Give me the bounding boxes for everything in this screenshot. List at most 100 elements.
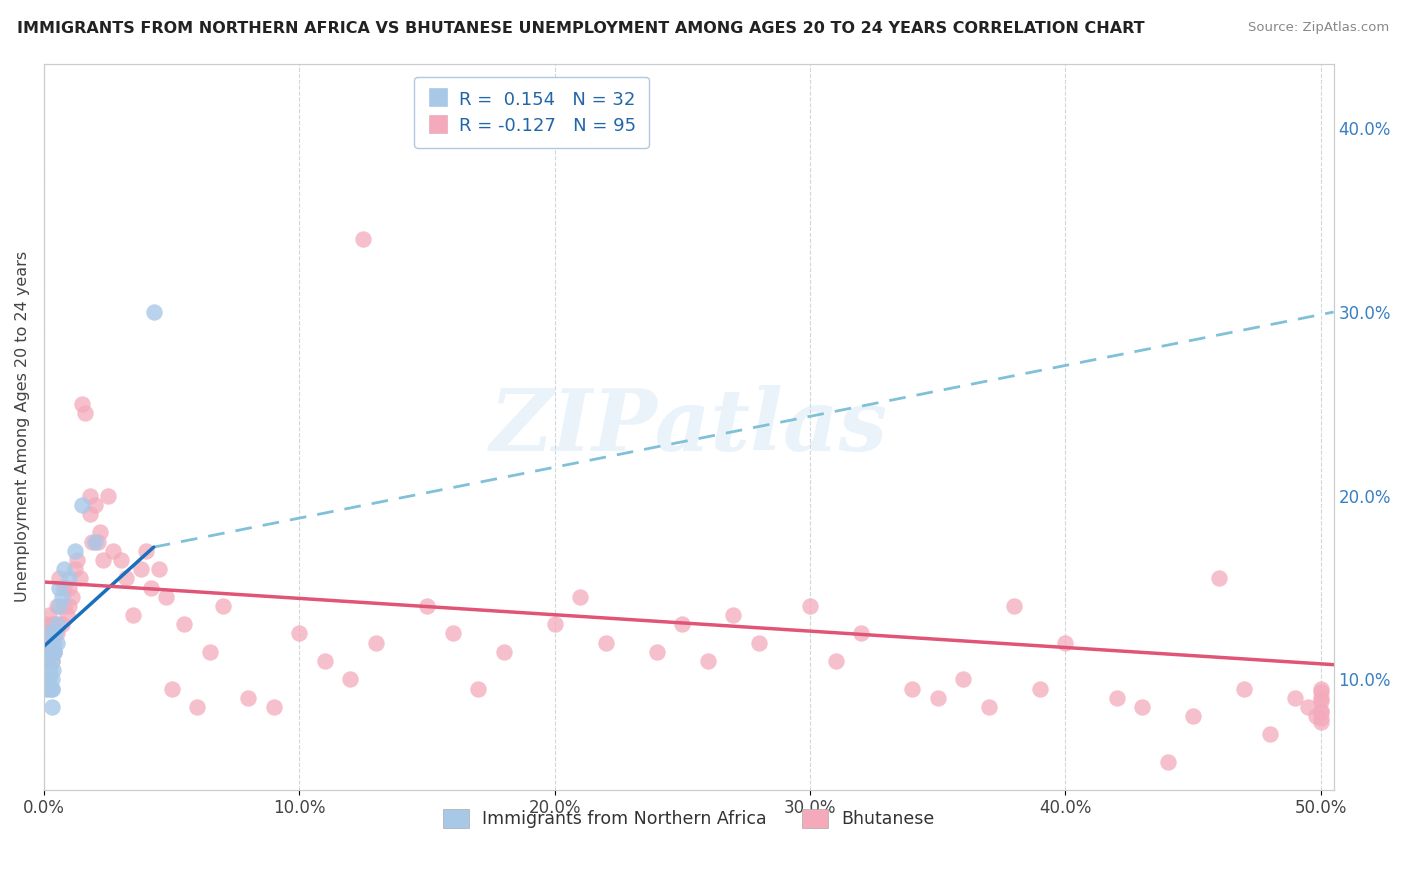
Point [41,681,63,696]
Point [1284,690,1306,705]
Point [1305,709,1327,723]
Point [48,571,70,585]
Point [645,645,668,659]
Point [441,626,464,640]
Point [38,673,60,687]
Point [1258,727,1281,741]
Point [492,645,515,659]
Point [38,626,60,640]
Point [91,553,114,567]
Point [42,645,65,659]
Point [1002,599,1025,613]
Point [1182,709,1205,723]
Point [1309,694,1331,708]
Text: ZIPatlas: ZIPatlas [489,385,887,468]
Point [53,581,76,595]
Point [42,645,65,659]
Point [70,498,93,512]
Point [1296,700,1319,714]
Point [1208,571,1230,585]
Point [1309,714,1331,729]
Point [799,599,821,613]
Point [160,681,183,696]
Point [1233,681,1256,696]
Point [173,617,195,632]
Point [42,663,65,677]
Point [35,673,58,687]
Point [339,673,361,687]
Point [110,553,132,567]
Point [952,673,974,687]
Point [977,700,1000,714]
Point [41,673,63,687]
Point [38,645,60,659]
Point [63,543,86,558]
Point [37,645,59,659]
Text: IMMIGRANTS FROM NORTHERN AFRICA VS BHUTANESE UNEMPLOYMENT AMONG AGES 20 TO 24 YE: IMMIGRANTS FROM NORTHERN AFRICA VS BHUTA… [17,21,1144,36]
Point [1309,681,1331,696]
Point [56,608,79,623]
Point [45,599,67,613]
Point [53,599,76,613]
Point [45,635,67,649]
Point [467,681,489,696]
Point [48,599,70,613]
Point [42,617,65,632]
Point [41,700,63,714]
Point [314,654,336,668]
Point [288,626,311,640]
Point [41,654,63,668]
Point [849,626,872,640]
Text: Source: ZipAtlas.com: Source: ZipAtlas.com [1249,21,1389,34]
Point [58,599,80,613]
Point [122,608,145,623]
Point [1309,711,1331,725]
Point [73,406,96,420]
Point [101,543,124,558]
Point [135,543,157,558]
Point [211,599,233,613]
Point [42,645,65,659]
Point [364,635,387,649]
Point [39,663,62,677]
Point [53,562,76,576]
Point [51,590,73,604]
Point [569,590,592,604]
Point [1309,706,1331,720]
Point [58,581,80,595]
Point [84,498,107,512]
Point [416,599,439,613]
Point [89,525,111,540]
Point [41,635,63,649]
Point [97,489,120,503]
Point [37,681,59,696]
Point [41,617,63,632]
Point [35,617,58,632]
Point [58,571,80,585]
Point [35,681,58,696]
Point [34,645,56,659]
Point [44,626,66,640]
Point [38,626,60,640]
Point [198,645,221,659]
Point [723,608,745,623]
Point [263,700,285,714]
Point [70,397,93,411]
Point [544,617,567,632]
Point [748,635,770,649]
Point [34,654,56,668]
Point [79,507,101,521]
Legend: Immigrants from Northern Africa, Bhutanese: Immigrants from Northern Africa, Bhutane… [436,802,942,835]
Point [35,626,58,640]
Point [1309,685,1331,699]
Point [66,553,89,567]
Point [129,562,152,576]
Point [1156,755,1178,769]
Point [35,645,58,659]
Y-axis label: Unemployment Among Ages 20 to 24 years: Unemployment Among Ages 20 to 24 years [15,252,30,602]
Point [927,690,949,705]
Point [901,681,924,696]
Point [38,608,60,623]
Point [671,617,693,632]
Point [824,654,846,668]
